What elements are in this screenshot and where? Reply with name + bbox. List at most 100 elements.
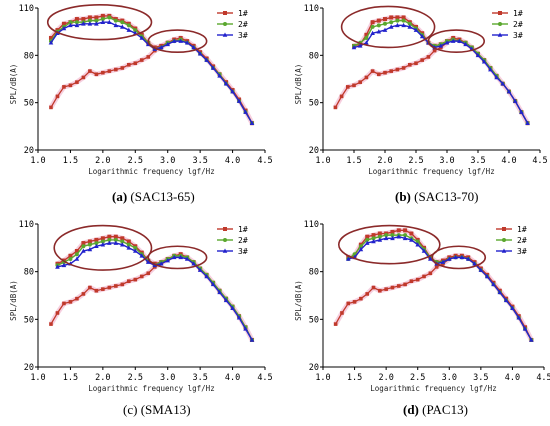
series-3-point bbox=[364, 40, 369, 45]
lower-trace-point bbox=[114, 67, 118, 72]
lower-trace-point bbox=[101, 287, 105, 291]
series-2-point bbox=[371, 236, 376, 241]
y-tick-label: 80 bbox=[309, 51, 319, 61]
series-3-point bbox=[475, 52, 481, 58]
legend-marker-2 bbox=[498, 22, 502, 26]
legend-label-1: 1# bbox=[238, 225, 248, 234]
series-3-point bbox=[440, 259, 446, 264]
chart-panel-1: 1.0 1.5 2.0 2.5 3.0 3.5 4.0 4.5 20 50 80 110 Logarit… bbox=[9, 4, 273, 176]
series-3-point bbox=[87, 246, 93, 252]
series-2-point bbox=[87, 242, 92, 247]
lower-trace-point bbox=[49, 105, 53, 110]
lower-trace-point bbox=[55, 311, 60, 315]
series-3-point bbox=[204, 57, 209, 62]
highlight-ellipse bbox=[147, 29, 208, 53]
series-3-point bbox=[453, 254, 458, 260]
x-tick-label: 3.0 bbox=[442, 373, 457, 383]
lower-trace-point bbox=[378, 288, 382, 293]
lower-trace-point bbox=[139, 274, 144, 279]
lower-trace-point bbox=[94, 288, 99, 293]
series-3-point bbox=[249, 337, 255, 342]
legend-label-3: 3# bbox=[513, 31, 523, 40]
series-2-point bbox=[370, 24, 375, 29]
series-1-point bbox=[81, 241, 86, 246]
series-2-point bbox=[358, 244, 363, 249]
x-tick-label: 1.0 bbox=[30, 373, 45, 383]
lower-trace-point bbox=[409, 279, 414, 283]
x-tick-label: 3.0 bbox=[439, 156, 454, 166]
series-3-point bbox=[184, 40, 190, 45]
series-3-point bbox=[457, 38, 462, 43]
x-tick-label: 2.5 bbox=[408, 156, 423, 166]
highlight-ellipse bbox=[431, 245, 487, 270]
series-2-point bbox=[74, 252, 79, 257]
series-2-point bbox=[107, 237, 112, 242]
lower-trace-point bbox=[339, 94, 344, 99]
series-1-point bbox=[383, 17, 387, 22]
y-tick-label: 50 bbox=[24, 315, 34, 325]
series-3-point bbox=[459, 254, 465, 260]
lower-trace-halo bbox=[48, 40, 170, 109]
series-3-point bbox=[371, 238, 376, 244]
series-3-point bbox=[450, 38, 456, 43]
x-tick-label: 4.5 bbox=[536, 373, 550, 383]
lower-trace-point bbox=[396, 284, 401, 288]
series-2-point bbox=[113, 18, 118, 23]
series-1-point bbox=[94, 237, 99, 242]
series-3-point bbox=[382, 27, 388, 32]
series-3-point bbox=[415, 242, 421, 247]
series-2-point bbox=[100, 239, 105, 244]
lower-trace-point bbox=[408, 63, 412, 67]
chart-panel-4: 1.0 1.5 2.0 2.5 3.0 3.5 4.0 4.5 20 50 80 110 Logarit… bbox=[294, 220, 550, 393]
legend-label-3: 3# bbox=[238, 247, 248, 256]
lower-trace-point bbox=[428, 271, 433, 276]
series-2-point bbox=[390, 233, 395, 238]
chart-panel-3: 1.0 1.5 2.0 2.5 3.0 3.5 4.0 4.5 20 50 80 110 Logarit… bbox=[9, 220, 273, 393]
series-1-point bbox=[68, 253, 73, 258]
x-tick-label: 1.5 bbox=[346, 156, 361, 166]
series-3-point bbox=[510, 305, 515, 311]
y-axis-title: SPL/dB(A) bbox=[294, 64, 303, 105]
x-tick-label: 1.5 bbox=[347, 373, 362, 383]
series-3-point bbox=[204, 273, 209, 279]
series-3-point bbox=[191, 261, 196, 266]
lower-trace-point bbox=[62, 301, 66, 306]
lower-trace-point bbox=[389, 69, 393, 73]
series-1-point bbox=[87, 239, 92, 244]
legend-label-2: 2# bbox=[513, 20, 523, 29]
y-tick-label: 50 bbox=[309, 315, 319, 325]
series-1-point bbox=[100, 236, 105, 241]
lower-trace-point bbox=[414, 61, 418, 66]
series-1-point bbox=[113, 234, 118, 239]
lower-trace-point bbox=[107, 285, 112, 290]
lower-trace-point bbox=[434, 265, 439, 269]
series-2-point bbox=[68, 20, 73, 25]
series-2-point bbox=[365, 237, 370, 242]
series-2-point bbox=[81, 244, 86, 249]
legend-marker-1 bbox=[223, 11, 227, 15]
series-2-point bbox=[120, 239, 125, 244]
series-3-point bbox=[396, 234, 402, 239]
x-tick-label: 4.5 bbox=[532, 156, 547, 166]
x-tick-label: 3.0 bbox=[160, 373, 175, 383]
series-1-point bbox=[401, 15, 406, 20]
series-1-point bbox=[370, 20, 375, 25]
series-3-point bbox=[132, 248, 138, 253]
lower-trace-point bbox=[55, 94, 60, 99]
lower-trace-point bbox=[365, 292, 369, 296]
lower-trace-point bbox=[75, 296, 79, 301]
x-axis-title: Logarithmic frequency lgf/Hz bbox=[88, 167, 214, 176]
highlight-ellipse bbox=[53, 224, 153, 271]
y-tick-label: 50 bbox=[24, 99, 34, 109]
series-3-point bbox=[191, 44, 196, 50]
series-2-point bbox=[395, 18, 400, 23]
legend-marker-2 bbox=[223, 22, 227, 26]
series-1-point bbox=[389, 15, 394, 20]
series-3-point bbox=[217, 73, 222, 78]
lower-trace-point bbox=[127, 63, 131, 67]
series-3-point bbox=[165, 258, 171, 263]
series-3-point bbox=[401, 22, 406, 28]
series-1-point bbox=[100, 13, 105, 18]
series-3-point bbox=[184, 256, 190, 261]
y-tick-label: 110 bbox=[19, 220, 34, 230]
